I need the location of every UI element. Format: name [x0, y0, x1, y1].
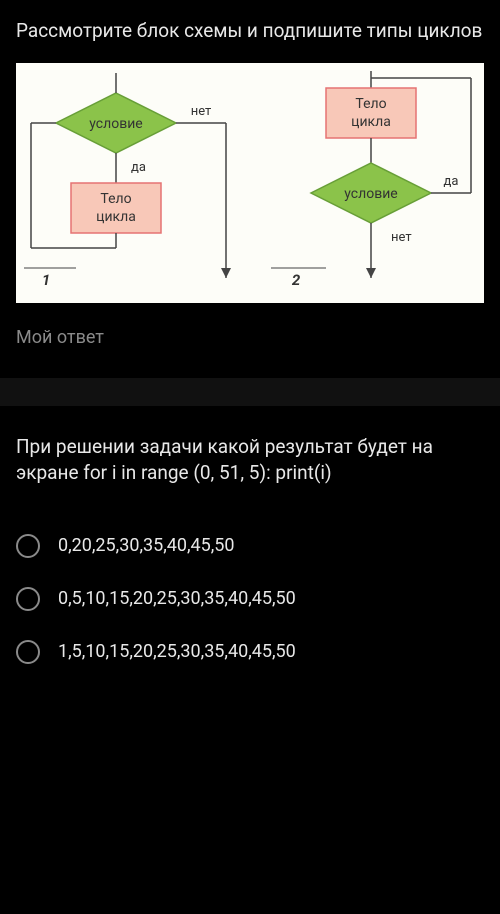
- option-2[interactable]: 1,5,10,15,20,25,30,35,40,45,50: [16, 625, 484, 678]
- option-0-label: 0,20,25,30,35,40,45,50: [58, 533, 235, 558]
- fc1-body-l2: цикла: [96, 209, 136, 225]
- fc2-body-l1: Тело: [355, 96, 386, 112]
- option-1[interactable]: 0,5,10,15,20,25,30,35,40,45,50: [16, 572, 484, 625]
- option-0[interactable]: 0,20,25,30,35,40,45,50: [16, 519, 484, 572]
- fc2-condition-label: условие: [344, 186, 397, 202]
- question-1: Рассмотрите блок схемы и подпишите типы …: [0, 0, 500, 303]
- my-answer-label[interactable]: Мой ответ: [0, 303, 500, 378]
- fc1-condition-label: условие: [89, 116, 142, 132]
- question-2: При решении задачи какой результат будет…: [0, 406, 500, 679]
- question-divider: [0, 378, 500, 406]
- fc2-body-l2: цикла: [351, 114, 391, 130]
- fc2-number: 2: [292, 271, 301, 289]
- radio-icon: [16, 640, 40, 664]
- option-1-label: 0,5,10,15,20,25,30,35,40,45,50: [58, 586, 296, 611]
- fc1-no-label: нет: [191, 104, 212, 119]
- fc1-body-l1: Тело: [100, 191, 131, 207]
- fc2-yes-label: да: [444, 174, 459, 189]
- question-1-title: Рассмотрите блок схемы и подпишите типы …: [16, 18, 484, 45]
- fc1-yes-label: да: [131, 160, 146, 175]
- question-2-title: При решении задачи какой результат будет…: [16, 434, 484, 487]
- options-group: 0,20,25,30,35,40,45,50 0,5,10,15,20,25,3…: [16, 497, 484, 679]
- radio-icon: [16, 534, 40, 558]
- flowchart-diagram: условие нет да Тело цикла: [16, 63, 484, 303]
- fc2-no-label: нет: [391, 230, 412, 245]
- fc1-number: 1: [42, 271, 50, 289]
- radio-icon: [16, 587, 40, 611]
- option-2-label: 1,5,10,15,20,25,30,35,40,45,50: [58, 639, 296, 664]
